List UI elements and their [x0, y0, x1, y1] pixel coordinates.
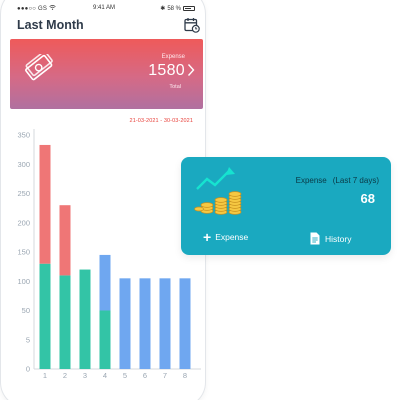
- y-tick-label: 0: [26, 365, 30, 374]
- status-bar: ●●●○○ GS 9:41 AM ✱ 58 %: [1, 1, 205, 15]
- add-expense-label: Expense: [215, 232, 249, 242]
- bar-segment[interactable]: [99, 310, 111, 370]
- expense-total-value: 1580: [148, 62, 185, 79]
- calendar-clock-icon[interactable]: [184, 17, 200, 33]
- bar-segment[interactable]: [139, 278, 151, 369]
- history-button[interactable]: History: [310, 232, 351, 245]
- summary-subtitle: (Last 7 days): [332, 176, 379, 185]
- summary-title: Expense (Last 7 days): [290, 176, 379, 185]
- bar-segment[interactable]: [39, 263, 51, 369]
- bar-segment[interactable]: [59, 205, 71, 276]
- expense-label: Expense: [161, 54, 185, 60]
- x-tick-label: 5: [123, 371, 127, 379]
- y-tick-label: 200: [17, 218, 30, 227]
- x-tick-label: 8: [183, 371, 187, 379]
- y-tick-label: 50: [22, 306, 30, 315]
- y-tick-label: 350: [17, 131, 30, 140]
- document-icon: [310, 232, 320, 245]
- date-range-label: 21-03-2021 - 30-03-2021: [129, 118, 193, 124]
- x-tick-label: 2: [63, 371, 67, 379]
- status-time: 9:41 AM: [93, 5, 116, 11]
- x-tick-label: 7: [163, 371, 167, 379]
- x-tick-label: 4: [103, 371, 107, 379]
- bar-segment[interactable]: [39, 144, 51, 264]
- battery-indicator: ✱ 58 %: [160, 5, 195, 12]
- expense-total-label: Total: [169, 84, 181, 90]
- bar-segment[interactable]: [119, 278, 131, 369]
- y-tick-label: 150: [17, 248, 30, 257]
- plus-icon: +: [203, 229, 212, 245]
- x-tick-label: 6: [143, 371, 147, 379]
- y-tick-label: 250: [17, 189, 30, 198]
- summary-value: 68: [360, 191, 375, 206]
- bar-segment[interactable]: [59, 275, 71, 369]
- wifi-icon: [49, 5, 56, 12]
- coins-growth-icon: [194, 167, 242, 215]
- carrier-label: ●●●○○ GS: [17, 5, 56, 12]
- summary-card: Expense (Last 7 days) 68 + Expense Histor…: [181, 157, 391, 255]
- add-expense-button[interactable]: + Expense: [203, 229, 249, 245]
- y-tick-label: 300: [17, 160, 30, 169]
- expense-card[interactable]: Expense 1580 Total: [10, 39, 203, 109]
- money-bills-icon: [25, 54, 53, 81]
- chevron-right-icon[interactable]: [187, 63, 195, 77]
- history-label: History: [325, 233, 352, 244]
- summary-title-label: Expense: [295, 176, 327, 185]
- phone-frame: ●●●○○ GS 9:41 AM ✱ 58 % Last Month Exp: [0, 0, 206, 400]
- bar-segment[interactable]: [99, 254, 111, 311]
- bar-segment[interactable]: [159, 278, 171, 369]
- expense-bar-chart: 0 5 50 100 150 200 250 300 350 1 2 3 4 5 6 7 8: [17, 129, 201, 379]
- bar-segment[interactable]: [79, 269, 91, 369]
- y-tick-label: 5: [26, 335, 30, 344]
- x-tick-label: 1: [43, 371, 47, 379]
- battery-icon: [183, 6, 195, 11]
- x-tick-label: 3: [83, 371, 87, 379]
- page-title: Last Month: [17, 18, 84, 32]
- y-tick-label: 100: [17, 277, 30, 286]
- bar-segment[interactable]: [179, 278, 191, 369]
- bluetooth-icon: ✱: [160, 6, 166, 12]
